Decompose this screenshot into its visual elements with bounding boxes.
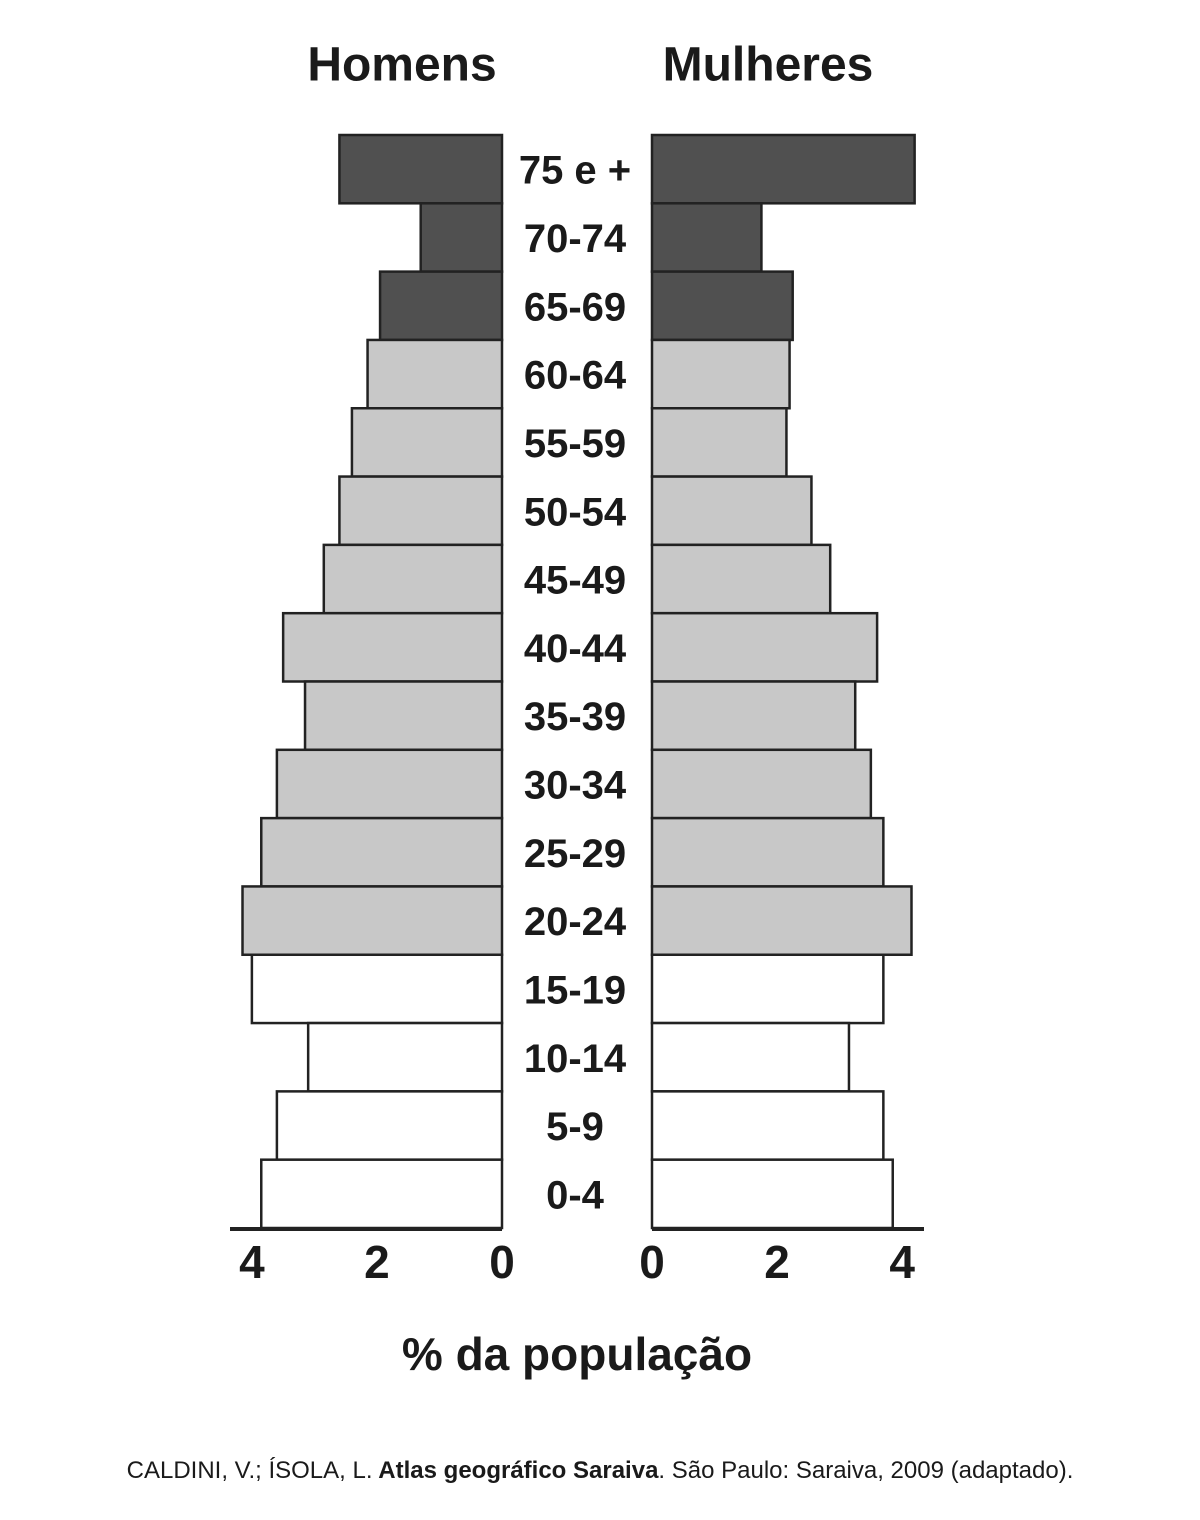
bar — [650, 680, 857, 752]
x-tick-label: 2 — [764, 1236, 790, 1288]
category-label: 30-34 — [524, 764, 627, 808]
bar — [322, 543, 504, 615]
bar — [650, 202, 763, 273]
bar — [250, 953, 504, 1025]
bar — [338, 475, 504, 547]
x-tick-label: 4 — [239, 1236, 265, 1288]
category-label: 15-19 — [524, 968, 626, 1012]
category-label: 10-14 — [524, 1037, 627, 1081]
category-label: 5-9 — [546, 1105, 604, 1149]
source-publication: . São Paulo: Saraiva, 2009 (adaptado). — [658, 1457, 1073, 1484]
source: CALDINI, V.; ÍSOLA, L. Atlas geográfico … — [127, 1457, 1074, 1484]
bar — [650, 338, 791, 410]
bar — [338, 133, 504, 205]
bar — [281, 611, 504, 683]
x-tick-label: 2 — [364, 1236, 390, 1288]
x-axis-label: % da população — [402, 1328, 752, 1380]
category-label: 40-44 — [524, 627, 627, 671]
bar — [650, 407, 788, 478]
x-tick-label: 4 — [889, 1236, 915, 1288]
category-label: 35-39 — [524, 695, 626, 739]
bar — [650, 816, 885, 888]
category-label: 50-54 — [524, 490, 627, 534]
bar — [650, 1021, 851, 1093]
category-label: 60-64 — [524, 354, 627, 398]
category-label: 70-74 — [524, 217, 627, 261]
bar — [650, 475, 813, 547]
bar — [275, 748, 504, 820]
bar — [378, 270, 504, 342]
bar — [241, 885, 504, 956]
bar — [650, 133, 916, 205]
bar — [306, 1021, 504, 1093]
category-label: 75 e + — [519, 149, 631, 193]
category-label: 25-29 — [524, 832, 626, 876]
bar — [650, 953, 885, 1025]
source-title: Atlas geográfico Saraiva — [378, 1457, 659, 1484]
bar — [650, 1158, 894, 1230]
bar — [366, 338, 504, 410]
bar — [260, 1158, 504, 1230]
bar — [419, 202, 504, 273]
bar — [650, 748, 873, 820]
x-tick-label: 0 — [489, 1236, 515, 1288]
category-label: 65-69 — [524, 285, 626, 329]
category-label: 20-24 — [524, 900, 627, 944]
series-title: Mulheres — [663, 39, 874, 92]
bar — [303, 680, 504, 752]
bar — [650, 611, 879, 683]
bar — [275, 1090, 504, 1161]
bar — [260, 816, 504, 888]
series-title: Homens — [307, 39, 496, 92]
source-authors: CALDINI, V.; ÍSOLA, L. — [127, 1457, 373, 1484]
category-label: 45-49 — [524, 559, 626, 603]
category-label: 0-4 — [546, 1173, 605, 1217]
bar — [650, 885, 913, 956]
category-label: 55-59 — [524, 422, 626, 466]
bar — [650, 1090, 885, 1161]
bar — [650, 543, 832, 615]
bar — [350, 407, 504, 478]
x-tick-label: 0 — [639, 1236, 665, 1288]
bar — [650, 270, 794, 342]
